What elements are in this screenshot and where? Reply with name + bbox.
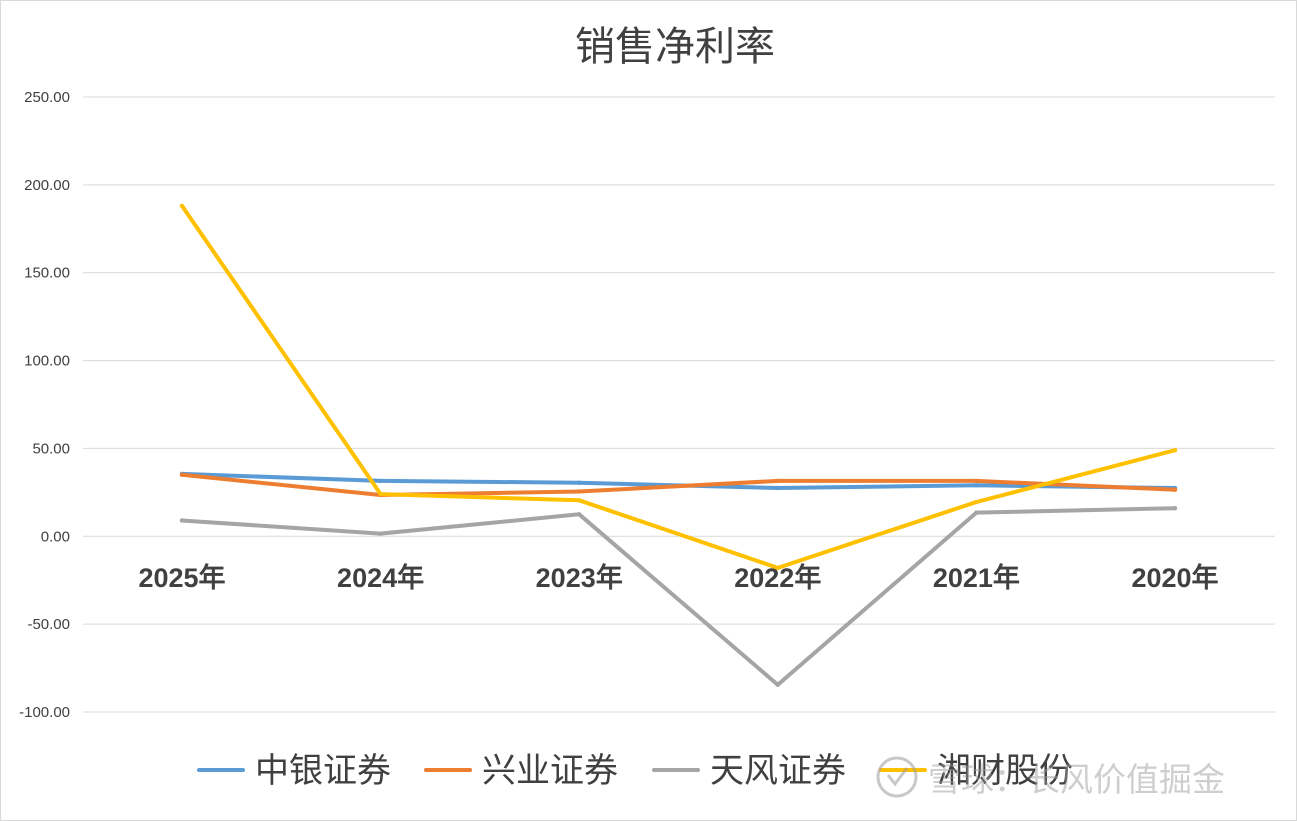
snowball-logo-icon xyxy=(876,756,918,798)
series-line-3 xyxy=(180,506,1177,687)
legend-label: 中银证券 xyxy=(255,751,391,791)
chart-title: 销售净利率 xyxy=(575,24,775,70)
x-tick-label: 2025年 xyxy=(138,562,225,593)
series-line-2 xyxy=(180,472,1177,497)
data-point xyxy=(775,682,780,687)
data-point xyxy=(974,499,979,505)
watermark-text: 雪球：长风价值掘金 xyxy=(928,760,1225,799)
data-point xyxy=(775,565,780,571)
y-axis-ticks: 250.00 200.00 150.00 100.00 50.00 0.00 -50.00 -… xyxy=(19,89,70,721)
watermark: 雪球：长风价值掘金 xyxy=(876,756,1225,799)
data-point xyxy=(179,203,185,209)
data-point xyxy=(577,512,582,517)
data-point xyxy=(577,480,582,485)
y-tick-label: 100.00 xyxy=(24,353,70,370)
data-point xyxy=(577,489,582,494)
y-tick-label: 150.00 xyxy=(24,265,70,282)
data-point xyxy=(775,478,780,484)
legend-label: 湘财股份 xyxy=(937,751,1073,791)
y-tick-label: -50.00 xyxy=(27,616,70,633)
y-tick-label: 250.00 xyxy=(24,89,70,106)
data-point xyxy=(1172,487,1178,492)
data-point xyxy=(1172,505,1178,511)
data-point xyxy=(974,510,979,515)
legend-label: 兴业证券 xyxy=(482,751,618,791)
data-point xyxy=(179,518,185,523)
y-tick-label: -100.00 xyxy=(19,704,70,721)
data-point xyxy=(378,491,383,497)
data-point xyxy=(179,472,185,477)
legend: 中银证券 兴业证券 天风证券 湘财股份 xyxy=(197,751,1073,791)
x-tick-label: 2023年 xyxy=(536,562,623,593)
data-point xyxy=(775,485,780,491)
data-point xyxy=(577,498,582,503)
y-tick-label: 50.00 xyxy=(32,440,70,457)
series-lines xyxy=(179,203,1178,687)
x-tick-label: 2021年 xyxy=(933,562,1020,593)
series-line-4 xyxy=(180,203,1177,570)
y-tick-label: 0.00 xyxy=(41,528,70,545)
data-point xyxy=(974,483,979,488)
x-tick-label: 2024年 xyxy=(337,562,424,593)
data-point xyxy=(974,478,979,484)
data-point xyxy=(378,531,383,536)
x-axis-ticks: 2025年 2024年 2023年 2022年 2021年 2020年 xyxy=(138,562,1218,593)
legend-label: 天风证券 xyxy=(710,751,846,791)
x-tick-label: 2020年 xyxy=(1131,562,1218,593)
y-tick-label: 200.00 xyxy=(24,177,70,194)
data-point xyxy=(1172,447,1178,453)
data-point xyxy=(378,478,383,484)
